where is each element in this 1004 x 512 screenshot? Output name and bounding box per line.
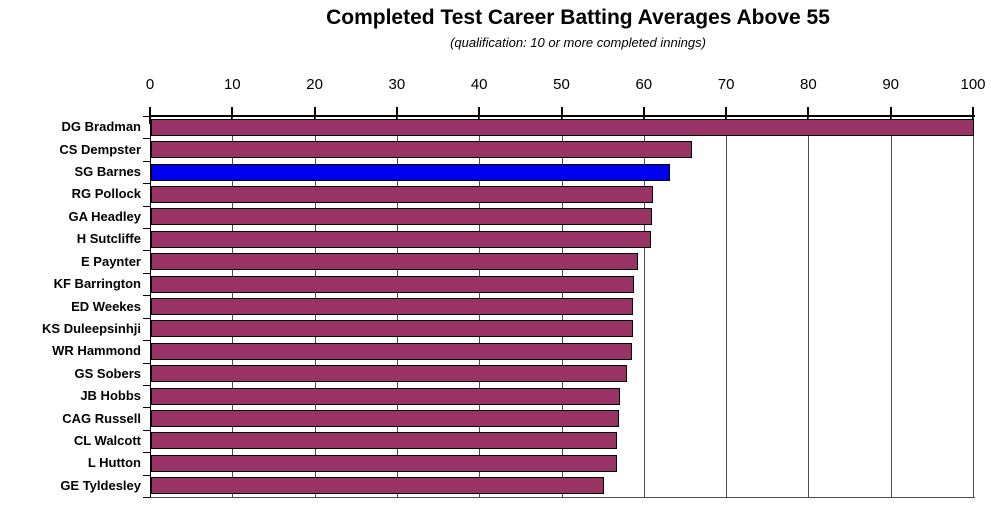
y-axis-line (150, 115, 151, 497)
y-axis-tick-mark (143, 272, 150, 274)
y-axis-tick-mark (143, 384, 150, 386)
y-axis-tick-mark (143, 116, 150, 117)
bar (151, 365, 627, 383)
bar (151, 141, 692, 159)
y-axis-tick-mark (143, 295, 150, 297)
y-axis-tick-mark (143, 474, 150, 476)
grid-line (643, 117, 645, 497)
grid-line (726, 117, 728, 497)
x-axis-tick-label: 80 (800, 76, 817, 93)
x-axis-tick-label: 10 (223, 76, 241, 93)
bar (151, 320, 633, 338)
y-axis-tick-mark (143, 407, 150, 409)
y-axis-tick-mark (143, 228, 150, 230)
bar (151, 253, 639, 271)
x-axis-tick-label: 20 (306, 76, 323, 93)
x-axis-tick-label: 70 (717, 76, 735, 93)
y-axis-tick-mark (143, 205, 150, 207)
y-axis-tick-mark (143, 429, 150, 431)
category-label: KF Barrington (53, 276, 141, 292)
category-label: E Paynter (81, 253, 141, 269)
category-label: ED Weekes (71, 298, 141, 314)
x-axis-tick-label: 0 (145, 76, 155, 93)
x-axis-tick-label: 40 (470, 76, 488, 93)
x-axis-tick-label: 90 (882, 76, 900, 93)
category-label: GS Sobers (74, 365, 141, 381)
x-axis-line (150, 115, 975, 117)
y-axis-tick-mark (143, 183, 150, 185)
bar (151, 342, 633, 360)
bar-highlighted (151, 163, 670, 181)
bar (151, 410, 620, 428)
x-axis-tick-label: 30 (388, 76, 406, 93)
category-label: DG Bradman (61, 119, 141, 135)
category-label: GA Headley (68, 208, 142, 224)
plot-bottom-line (150, 497, 975, 498)
bar (151, 477, 604, 495)
bar (151, 432, 618, 450)
y-axis-tick-mark (143, 497, 150, 498)
category-label: WR Hammond (52, 343, 141, 359)
category-label: H Sutcliffe (76, 231, 141, 247)
bar (151, 387, 620, 405)
grid-line (890, 117, 892, 497)
bar (151, 454, 618, 472)
y-axis-tick-mark (143, 317, 150, 319)
y-axis-tick-mark (143, 160, 150, 162)
grid-line (808, 117, 810, 497)
x-axis-tick-label: 60 (635, 76, 653, 93)
chart-title: Completed Test Career Batting Averages A… (326, 6, 830, 29)
y-axis-tick-mark (143, 452, 150, 454)
x-axis-tick-label: 50 (553, 76, 570, 93)
category-label: JB Hobbs (80, 388, 141, 404)
y-axis-tick-mark (143, 362, 150, 364)
x-axis-tick-label: 100 (960, 76, 986, 93)
bar (151, 185, 653, 203)
bar (151, 208, 652, 226)
category-label: L Hutton (87, 455, 141, 471)
category-label: CS Dempster (59, 141, 141, 157)
bar (151, 298, 634, 315)
bar (151, 118, 974, 136)
y-axis-tick-mark (143, 250, 150, 252)
category-label: SG Barnes (74, 164, 141, 180)
category-label: CL Walcott (73, 432, 141, 448)
bar (151, 230, 651, 248)
y-axis-tick-mark (143, 138, 150, 140)
category-label: GE Tyldesley (60, 477, 141, 493)
bar (151, 275, 634, 293)
category-label: KS Duleepsinhji (42, 320, 141, 336)
category-label: CAG Russell (62, 410, 141, 426)
y-axis-tick-mark (143, 340, 150, 342)
category-label: RG Pollock (71, 186, 141, 202)
chart-subtitle: (qualification: 10 or more completed inn… (450, 35, 706, 50)
grid-line (973, 117, 974, 497)
